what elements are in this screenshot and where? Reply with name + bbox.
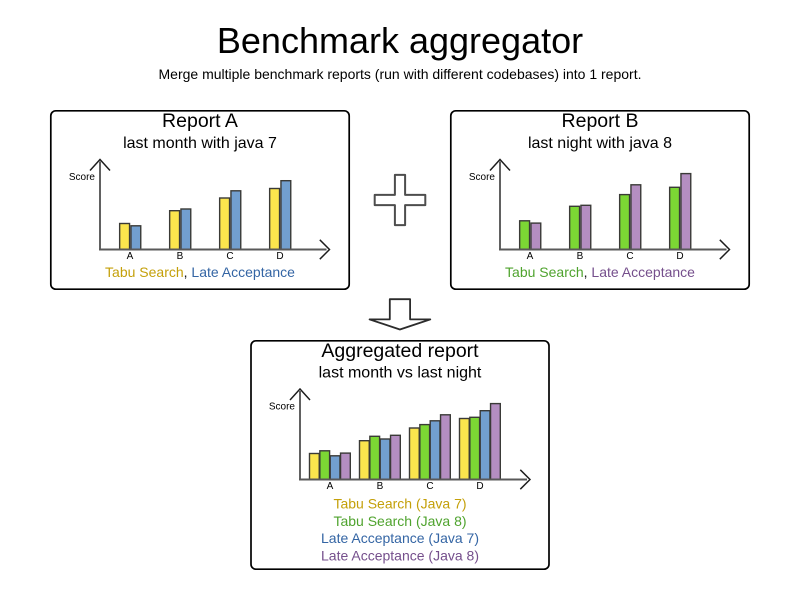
svg-text:Score: Score [69,172,96,183]
svg-text:last night with java 8: last night with java 8 [528,135,672,152]
svg-text:Tabu Search, Late Acceptance: Tabu Search, Late Acceptance [105,264,295,280]
svg-text:Score: Score [469,172,496,183]
svg-text:B: B [377,481,384,492]
svg-text:Score: Score [269,402,296,413]
svg-text:B: B [177,251,184,262]
svg-text:Tabu Search (Java 7): Tabu Search (Java 7) [333,496,466,512]
svg-text:D: D [676,251,683,262]
svg-text:Report B: Report B [562,110,639,132]
svg-text:Tabu Search, Late Acceptance: Tabu Search, Late Acceptance [505,264,695,280]
svg-text:Report A: Report A [162,110,238,132]
svg-text:A: A [327,481,334,492]
svg-text:C: C [226,251,233,262]
svg-text:A: A [127,251,134,262]
svg-text:last month vs last night: last month vs last night [319,365,482,382]
svg-text:C: C [426,481,433,492]
svg-text:Benchmark aggregator: Benchmark aggregator [217,20,583,61]
svg-text:D: D [476,481,483,492]
svg-text:Tabu Search (Java 8): Tabu Search (Java 8) [333,513,466,529]
svg-text:Late Acceptance (Java 8): Late Acceptance (Java 8) [321,547,479,563]
svg-text:B: B [577,251,584,262]
svg-text:Merge multiple benchmark repor: Merge multiple benchmark reports (run wi… [159,66,642,82]
svg-text:D: D [276,251,283,262]
svg-text:A: A [527,251,534,262]
svg-text:Aggregated report: Aggregated report [321,340,479,362]
svg-text:C: C [626,251,633,262]
svg-text:Late Acceptance (Java 7): Late Acceptance (Java 7) [321,530,479,546]
svg-text:last month with java 7: last month with java 7 [123,135,277,152]
